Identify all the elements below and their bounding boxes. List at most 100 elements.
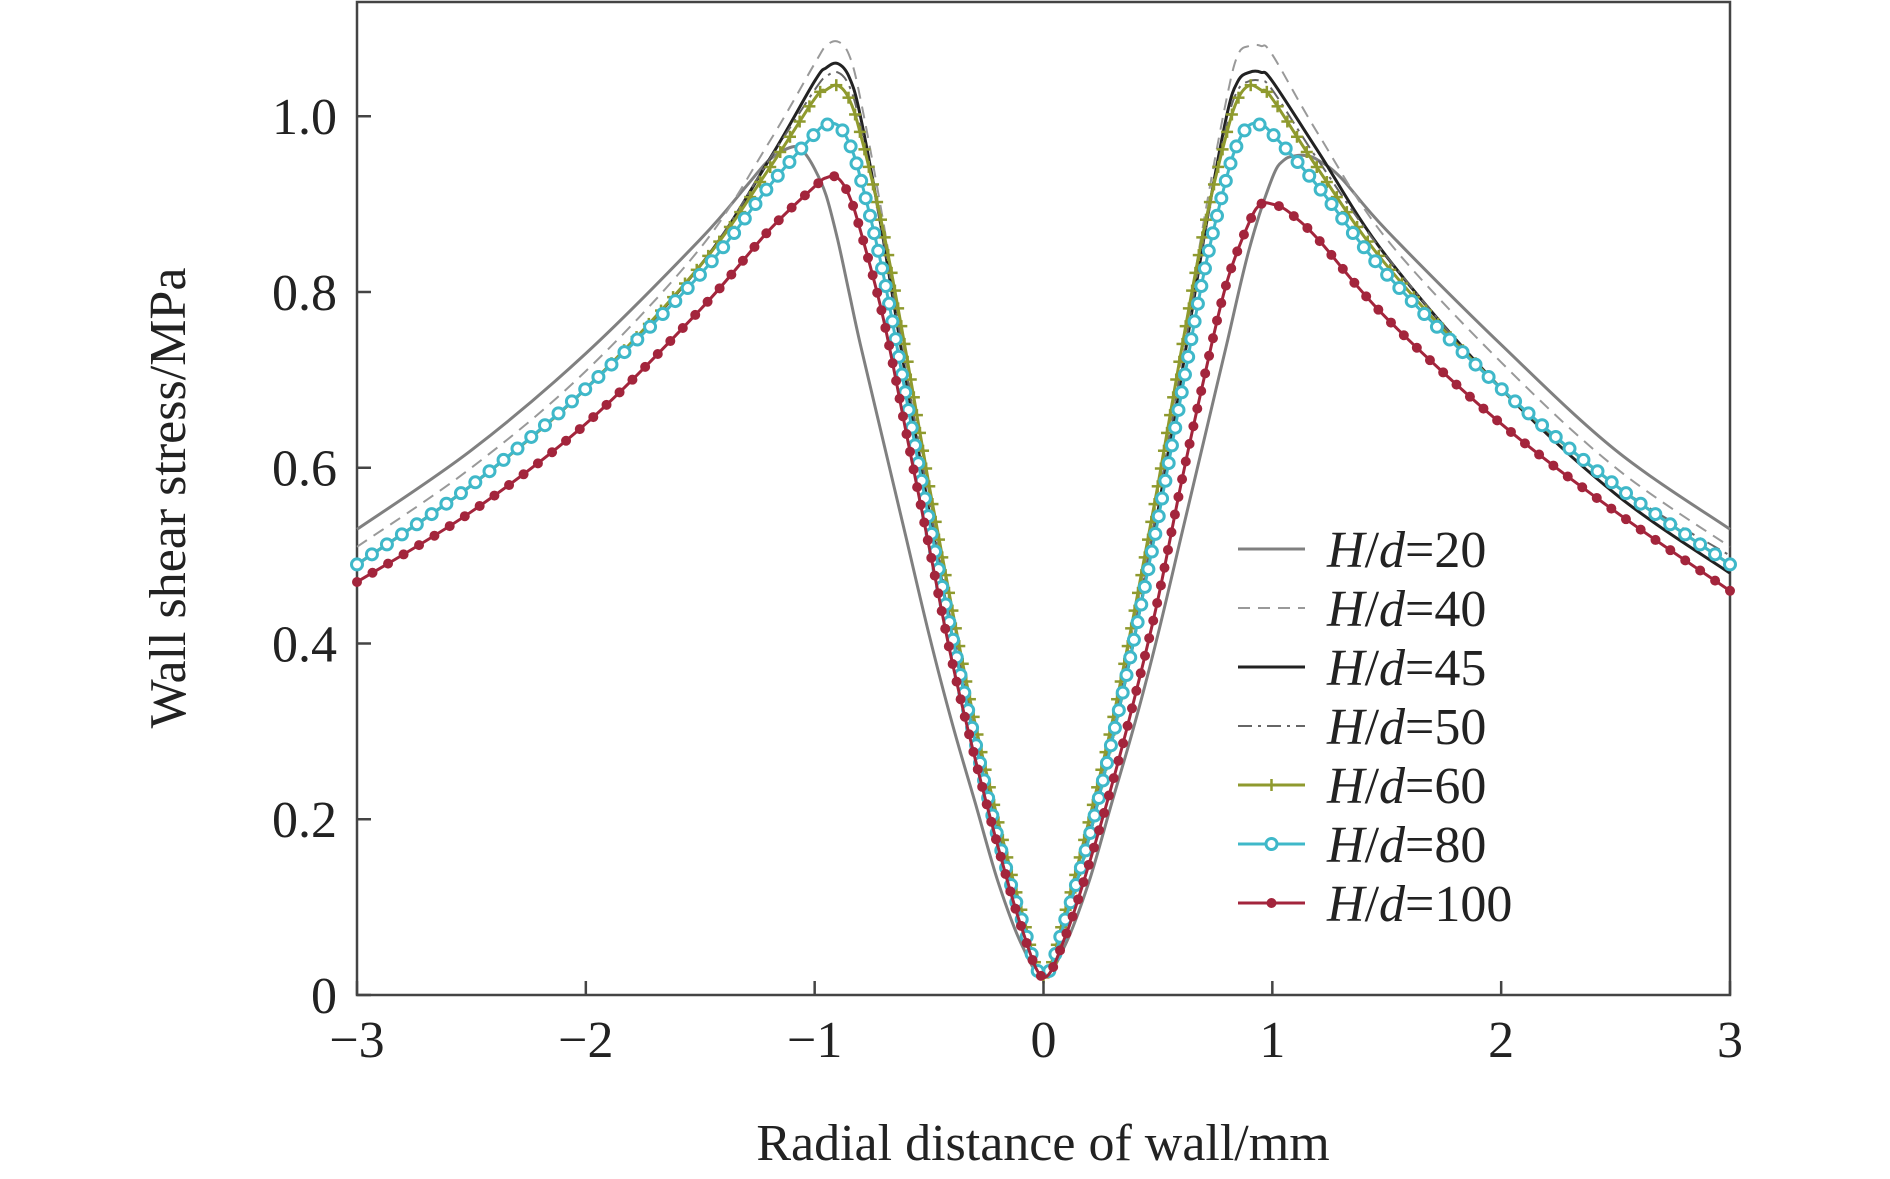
series-marker: [1189, 266, 1202, 279]
series-marker: [1281, 115, 1294, 128]
series-marker: [1108, 773, 1119, 784]
series-3: [356, 61, 1731, 979]
series-marker: [1291, 130, 1304, 143]
series-marker: [1492, 415, 1503, 426]
legend-label-slash: /: [1365, 817, 1380, 874]
series-marker: [1590, 464, 1605, 479]
series-marker: [1404, 294, 1419, 309]
series-marker: [1168, 420, 1183, 435]
series-marker: [794, 141, 809, 156]
series-marker: [1184, 438, 1195, 449]
series-marker: [1455, 345, 1470, 360]
series-marker: [1174, 385, 1189, 400]
series-marker: [398, 549, 409, 560]
x-tick-label: 2: [1488, 1012, 1514, 1069]
y-axis-title: Wall shear stress/MPa: [140, 268, 197, 729]
series-marker: [748, 197, 763, 212]
series-marker: [1468, 357, 1483, 372]
legend-label-d: d: [1379, 758, 1406, 815]
series-marker: [936, 606, 947, 617]
series-marker: [1192, 249, 1205, 262]
legend-label-value: =20: [1405, 522, 1486, 579]
series-marker: [1005, 886, 1016, 897]
series-5: [351, 79, 1736, 984]
legend-label-d: d: [1379, 817, 1406, 874]
series-marker: [727, 226, 742, 241]
series-marker: [424, 507, 439, 522]
series-marker: [1361, 291, 1372, 302]
series-marker: [933, 588, 944, 599]
series-marker: [1256, 198, 1267, 209]
series-marker: [1122, 720, 1133, 731]
series-marker: [884, 340, 895, 351]
series-marker: [680, 281, 695, 296]
series-marker: [783, 130, 796, 143]
series-marker: [1055, 945, 1066, 956]
series-marker: [773, 215, 784, 226]
series-marker: [1220, 280, 1231, 291]
series-line: [356, 40, 1731, 979]
series-marker: [1171, 402, 1186, 417]
series-marker: [1083, 859, 1094, 870]
series-marker: [1197, 261, 1212, 276]
series-marker: [1048, 962, 1059, 973]
y-tick-label: 1.0: [272, 89, 337, 146]
series-marker: [1313, 182, 1328, 197]
legend-label-h: H: [1326, 640, 1367, 697]
legend-item: H/d=80: [1238, 817, 1486, 874]
series-marker: [1478, 403, 1489, 414]
series-marker: [1067, 911, 1078, 922]
series-marker: [1278, 141, 1293, 156]
tick-layer: −3 −2 −1 0 1 2 3 0 0.2 0.4 0.6 0.8 1.0: [272, 89, 1743, 1069]
series-marker: [737, 211, 752, 226]
legend-label: H/d=20: [1326, 522, 1486, 579]
series-marker: [1209, 208, 1224, 223]
legend-label-h: H: [1326, 581, 1367, 638]
series-marker: [749, 241, 760, 252]
series-marker: [867, 226, 882, 241]
series-marker: [1083, 825, 1098, 840]
legend-label-slash: /: [1365, 876, 1380, 933]
series-marker: [1380, 267, 1395, 282]
series-marker: [1204, 350, 1215, 361]
legend-label-h: H: [1326, 699, 1367, 756]
y-tick-label: 0.6: [272, 441, 337, 498]
series-marker: [364, 547, 379, 562]
series-marker: [1451, 379, 1462, 390]
series-marker: [986, 816, 997, 827]
series-marker: [350, 557, 364, 572]
series-marker: [524, 429, 539, 444]
series-marker: [1207, 333, 1218, 344]
series-marker: [1078, 877, 1089, 888]
series-marker: [702, 296, 713, 307]
series-marker: [1135, 668, 1146, 679]
legend-item: H/d=60: [1238, 758, 1486, 815]
series-marker: [919, 517, 930, 528]
series-marker: [951, 676, 962, 687]
series-marker: [1521, 406, 1536, 421]
series-marker: [1368, 254, 1383, 269]
series-marker: [1099, 755, 1114, 770]
series-marker: [1021, 937, 1032, 948]
series-marker: [1508, 394, 1523, 409]
series-marker: [1392, 281, 1407, 296]
series-marker: [578, 382, 593, 397]
legend-marker: [1264, 837, 1279, 851]
series-marker: [1126, 632, 1141, 647]
series-marker: [1648, 507, 1663, 522]
series-marker: [518, 469, 529, 480]
series-marker: [1244, 79, 1257, 92]
series-marker: [1141, 562, 1156, 577]
series-marker: [1061, 928, 1072, 939]
series-marker: [1180, 456, 1191, 467]
series-marker: [1184, 332, 1199, 347]
series-marker: [737, 255, 748, 266]
series-marker: [887, 358, 898, 369]
series-marker: [474, 500, 485, 511]
series-marker: [1212, 315, 1223, 326]
series-marker: [813, 178, 824, 189]
legend-label-h: H: [1326, 876, 1367, 933]
series-marker: [940, 623, 951, 634]
legend-label-d: d: [1379, 876, 1406, 933]
series-marker: [1103, 738, 1118, 753]
